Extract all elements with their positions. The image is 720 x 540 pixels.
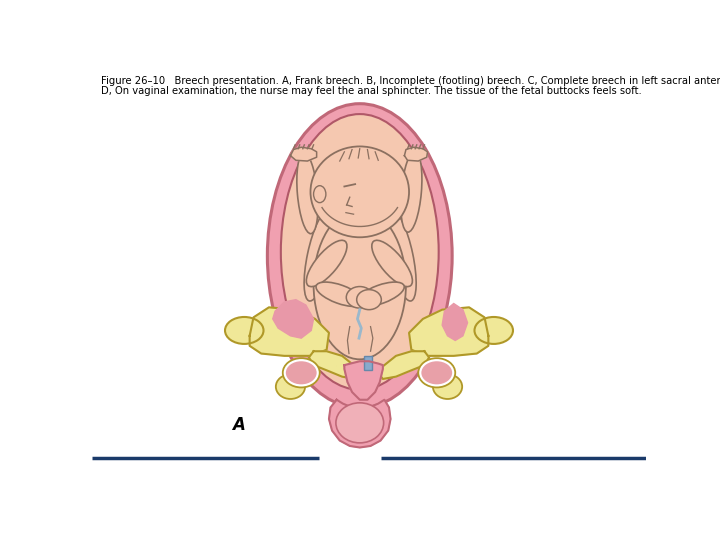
Ellipse shape	[314, 186, 326, 202]
Polygon shape	[273, 300, 314, 338]
Text: Figure 26–10   Breech presentation. A, Frank breech. B, Incomplete (footling) br: Figure 26–10 Breech presentation. A, Fra…	[101, 76, 720, 85]
Ellipse shape	[304, 211, 334, 301]
Ellipse shape	[310, 146, 409, 237]
Ellipse shape	[225, 317, 264, 344]
Ellipse shape	[306, 240, 347, 287]
Bar	[364, 356, 372, 370]
Ellipse shape	[401, 152, 422, 232]
Ellipse shape	[387, 211, 416, 301]
Ellipse shape	[418, 358, 455, 387]
Ellipse shape	[281, 114, 438, 390]
Ellipse shape	[283, 358, 320, 387]
Polygon shape	[329, 400, 390, 448]
Text: D, On vaginal examination, the nurse may feel the anal sphincter. The tissue of : D, On vaginal examination, the nurse may…	[101, 86, 642, 96]
Polygon shape	[309, 351, 361, 379]
Ellipse shape	[336, 403, 384, 443]
Polygon shape	[344, 361, 383, 400]
Polygon shape	[250, 307, 329, 356]
Polygon shape	[290, 147, 317, 161]
Ellipse shape	[346, 287, 373, 308]
Polygon shape	[409, 307, 488, 356]
Ellipse shape	[372, 240, 413, 287]
Ellipse shape	[313, 209, 406, 359]
Ellipse shape	[433, 374, 462, 399]
Ellipse shape	[286, 361, 317, 384]
Ellipse shape	[474, 317, 513, 344]
Ellipse shape	[357, 282, 404, 307]
Polygon shape	[405, 147, 428, 161]
Ellipse shape	[267, 104, 452, 408]
Text: A: A	[232, 416, 245, 434]
Ellipse shape	[343, 225, 376, 247]
Ellipse shape	[356, 289, 382, 309]
Ellipse shape	[316, 282, 364, 307]
Polygon shape	[442, 303, 467, 340]
Ellipse shape	[421, 361, 452, 384]
Polygon shape	[377, 351, 429, 379]
Ellipse shape	[297, 153, 318, 234]
Ellipse shape	[276, 374, 305, 399]
